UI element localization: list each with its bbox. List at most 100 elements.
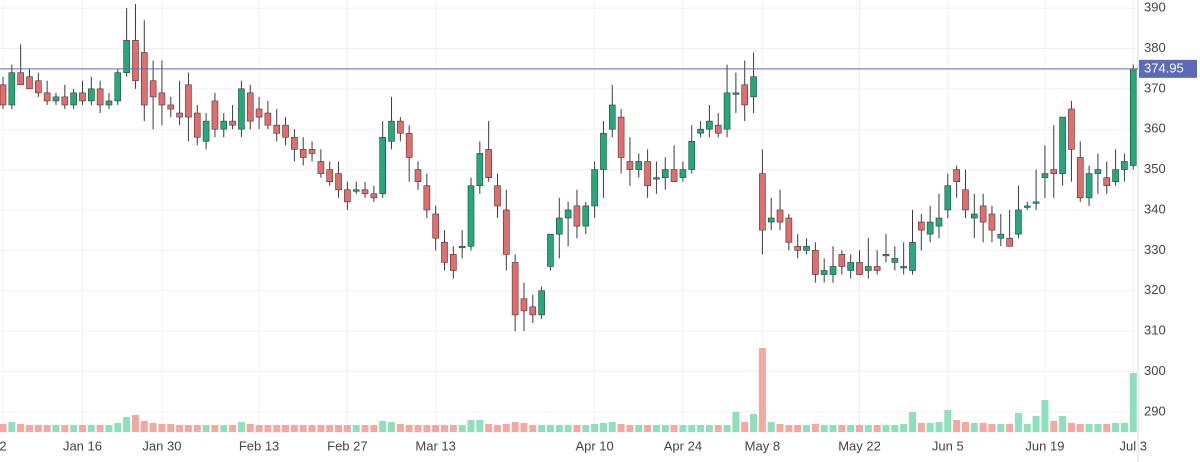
candle-body	[467, 185, 475, 247]
candle-body	[988, 213, 996, 231]
candle-body	[935, 217, 943, 227]
volume-bar	[1006, 424, 1014, 432]
volume-bar	[352, 425, 360, 432]
candle-body	[17, 72, 24, 86]
candle-body	[776, 209, 784, 223]
volume-bar	[617, 424, 625, 432]
volume-bar	[1120, 423, 1128, 432]
volume-bar	[449, 425, 457, 432]
candle-body	[88, 88, 95, 102]
candle-body	[1006, 237, 1013, 247]
candle-body	[238, 88, 245, 130]
volume-bar	[317, 425, 325, 432]
candle-body	[43, 92, 51, 102]
candle-body	[564, 209, 572, 219]
candle-body	[405, 132, 413, 158]
x-tick-label: Mar 13	[415, 438, 455, 453]
volume-bar	[114, 423, 122, 432]
volume-bar	[476, 420, 484, 432]
candle-body	[626, 161, 634, 170]
volume-bar	[979, 423, 987, 432]
candle-body	[167, 104, 175, 110]
x-tick-label: Jan 16	[63, 438, 102, 453]
candle-body	[661, 169, 669, 178]
volume-bar	[52, 425, 60, 432]
volume-bar	[105, 425, 113, 432]
candle-body	[812, 250, 819, 275]
volume-bar	[944, 410, 952, 432]
candle-body	[246, 92, 254, 122]
volume-bar	[158, 424, 166, 432]
candle-body	[1076, 157, 1084, 199]
volume-bar	[1103, 424, 1111, 432]
candle-body	[1023, 205, 1031, 208]
candle-body	[1094, 169, 1102, 174]
volume-bar	[767, 422, 775, 432]
candle-body	[538, 290, 545, 316]
volume-bar	[343, 425, 351, 432]
last-price-label: 374.95	[1144, 60, 1184, 75]
volume-bar	[961, 422, 969, 432]
candle-body	[847, 262, 854, 271]
candle-body	[229, 120, 236, 126]
candle-body	[308, 149, 316, 154]
candle-body	[273, 124, 281, 134]
candle-body	[1032, 201, 1040, 204]
candle-body	[829, 266, 837, 275]
volume-bar	[953, 420, 961, 432]
volume-bar	[908, 412, 916, 432]
volume-bar	[900, 424, 908, 432]
y-tick-label: 370	[1144, 80, 1166, 95]
candle-body	[158, 92, 166, 106]
candle-body	[202, 120, 210, 142]
candle-body	[794, 245, 802, 251]
volume-bar	[1050, 421, 1058, 432]
volume-bar	[202, 425, 210, 432]
candle-body	[759, 173, 766, 231]
volume-bar	[661, 425, 669, 432]
volume-bar	[61, 425, 69, 432]
candle-body	[1121, 161, 1128, 170]
volume-bar	[246, 424, 254, 432]
candle-body	[344, 189, 351, 203]
volume-bar	[856, 425, 864, 432]
volume-bar	[326, 425, 334, 432]
candle-body	[176, 112, 183, 118]
candle-body	[520, 298, 528, 312]
candle-body	[282, 124, 289, 138]
volume-bar	[670, 425, 678, 432]
volume-bar	[282, 425, 290, 432]
volume-bar	[493, 425, 501, 432]
candle-body	[123, 40, 130, 73]
candle-body	[608, 104, 616, 130]
candle-body	[361, 189, 369, 195]
volume-bar	[599, 423, 607, 432]
volume-bar	[43, 425, 51, 432]
candle-body	[741, 84, 749, 106]
volume-bar	[688, 425, 696, 432]
candle-body	[706, 120, 713, 130]
volume-bar	[1014, 413, 1022, 432]
y-tick-label: 340	[1144, 201, 1166, 216]
y-tick-label: 390	[1144, 0, 1166, 15]
candle-body	[511, 262, 519, 316]
volume-bar	[714, 425, 722, 432]
candle-body	[670, 169, 678, 182]
x-tick-label: Apr 10	[575, 438, 613, 453]
candle-body	[882, 254, 890, 257]
candle-body	[856, 262, 863, 275]
volume-bar	[1059, 416, 1067, 432]
candle-body	[317, 161, 325, 174]
candle-body	[370, 193, 378, 199]
volume-bar	[891, 425, 899, 432]
volume-bar	[1023, 424, 1031, 432]
volume-bar	[864, 425, 872, 432]
candle-body	[149, 80, 157, 98]
y-tick-label: 380	[1144, 40, 1166, 55]
candle-body	[105, 100, 113, 106]
candle-body	[132, 40, 139, 82]
volume-bar	[564, 425, 572, 432]
volume-bar	[78, 425, 86, 432]
candle-body	[582, 205, 590, 227]
candle-body	[114, 72, 122, 102]
